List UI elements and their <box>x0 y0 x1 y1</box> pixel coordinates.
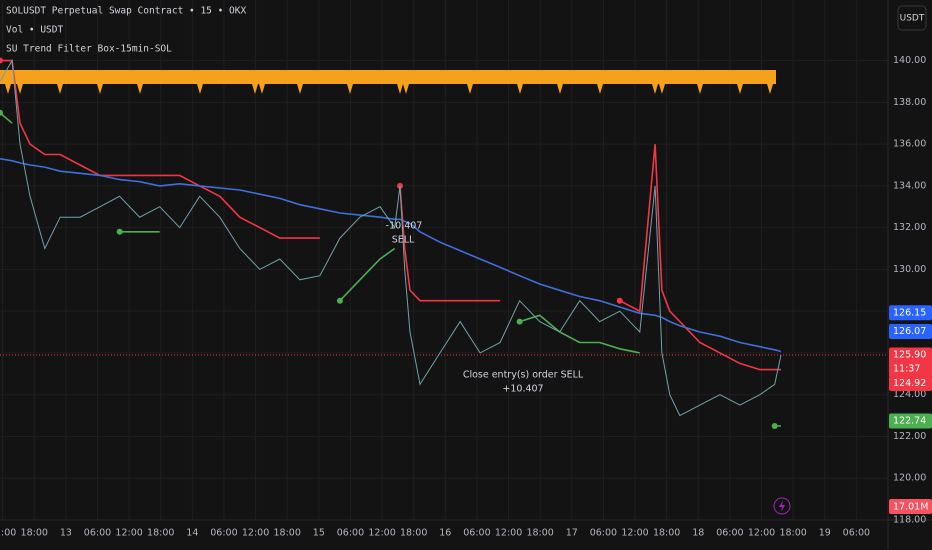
y-tick-label: 134.00 <box>893 180 926 191</box>
y-tick-label: 120.00 <box>893 473 926 484</box>
x-tick-label: 12:00 <box>242 528 269 539</box>
x-tick-label: 06:00 <box>463 528 490 539</box>
x-tick-label: 17 <box>566 528 578 539</box>
x-tick-label: 18:00 <box>21 528 48 539</box>
y-tick-label: 138.00 <box>893 97 926 108</box>
price-tag <box>889 347 932 378</box>
x-tick-label: 18:00 <box>653 528 680 539</box>
legend-line: Vol • USDT <box>6 25 63 36</box>
trade-annotation: -10.407 <box>386 221 423 232</box>
x-tick-label: 12:00 <box>368 528 395 539</box>
trend-filter-band <box>0 70 776 94</box>
x-tick-label: 12:00 <box>748 528 775 539</box>
x-tick-label: 13 <box>60 528 72 539</box>
price-tag <box>889 413 932 429</box>
price-tag-label: 126.15 <box>893 307 926 318</box>
x-tick-label: 06:00 <box>84 528 111 539</box>
stop-dot <box>771 423 778 430</box>
price-tag-label: 124.92 <box>893 378 926 389</box>
x-tick-label: 19 <box>819 528 831 539</box>
price-tag-label: 122.74 <box>893 416 926 427</box>
currency-button[interactable] <box>897 5 927 31</box>
x-tick-label: 06:00 <box>843 528 870 539</box>
y-tick-label: 132.00 <box>893 222 926 233</box>
y-tick-label: 122.00 <box>893 431 926 442</box>
chart-title: SOLUSDT Perpetual Swap Contract • 15 • O… <box>6 6 246 17</box>
y-tick-label: 136.00 <box>893 139 926 150</box>
x-tick-label: 12:00 <box>621 528 648 539</box>
x-tick-label: 15 <box>313 528 325 539</box>
x-tick-label: 06:00 <box>716 528 743 539</box>
price-tag-label: 126.07 <box>893 326 926 337</box>
x-tick-label: 14 <box>186 528 198 539</box>
x-tick-label: 12:00 <box>0 528 16 539</box>
x-tick-label: 06:00 <box>590 528 617 539</box>
stop-dot <box>516 318 523 325</box>
volume-tag <box>889 499 932 514</box>
x-tick-label: 18:00 <box>147 528 174 539</box>
countdown: 11:37 <box>893 364 920 375</box>
x-tick-label: 18:00 <box>274 528 301 539</box>
legend-line: SU Trend Filter Box-15min-SOL <box>6 44 172 55</box>
volume-tag-label: 17.01M <box>893 502 928 513</box>
stop-dot <box>336 297 343 304</box>
y-tick-label: 118.00 <box>893 515 926 526</box>
price-line <box>0 59 782 417</box>
trend-band <box>0 70 776 94</box>
y-tick-label: 130.00 <box>893 264 926 275</box>
x-tick-label: 18:00 <box>779 528 806 539</box>
stop-dot <box>116 228 123 235</box>
x-tick-label: 16 <box>439 528 451 539</box>
alert-icon[interactable] <box>773 497 791 515</box>
x-tick-label: 18 <box>692 528 704 539</box>
price-tag <box>889 375 932 391</box>
x-tick-label: 12:00 <box>115 528 142 539</box>
x-tick-label: 06:00 <box>210 528 237 539</box>
trailing-stop <box>0 112 781 427</box>
x-tick-label: 06:00 <box>337 528 364 539</box>
trade-annotation: Close entry(s) order SELL <box>463 370 584 381</box>
plot-area <box>0 57 888 430</box>
price-tag <box>889 305 932 321</box>
trade-annotation: +10.407 <box>502 384 543 395</box>
x-tick-label: 12:00 <box>495 528 522 539</box>
stop-dot <box>616 297 623 304</box>
price-tag <box>889 323 932 339</box>
y-tick-label: 124.00 <box>893 389 926 400</box>
alert-icon-bolt <box>779 500 785 512</box>
price-tag-label: 125.90 <box>893 350 926 361</box>
x-tick-label: 18:00 <box>526 528 553 539</box>
trailing-stop <box>0 59 781 371</box>
trade-annotation: SELL <box>392 235 415 246</box>
stop-dot <box>0 57 3 64</box>
stop-dot <box>0 109 3 116</box>
y-tick-label: 140.00 <box>893 55 926 66</box>
currency-button-label[interactable]: USDT <box>900 14 925 24</box>
x-tick-label: 18:00 <box>400 528 427 539</box>
grid <box>0 0 888 521</box>
